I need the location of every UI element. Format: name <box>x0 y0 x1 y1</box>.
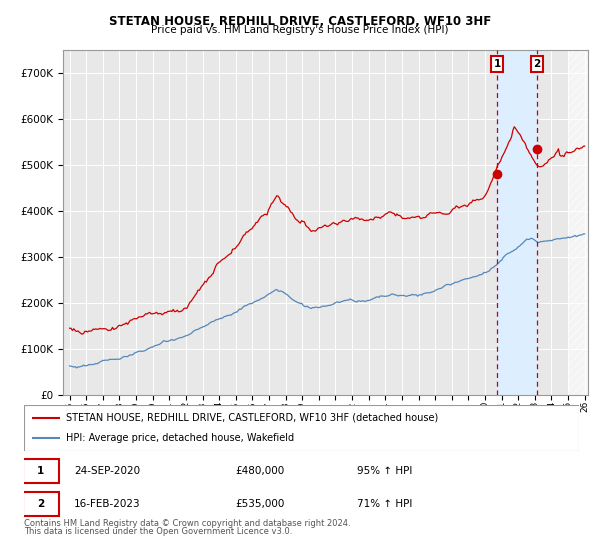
FancyBboxPatch shape <box>24 405 579 451</box>
Text: 71% ↑ HPI: 71% ↑ HPI <box>357 499 412 509</box>
FancyBboxPatch shape <box>23 459 59 483</box>
Text: 2: 2 <box>533 59 541 69</box>
Text: Contains HM Land Registry data © Crown copyright and database right 2024.: Contains HM Land Registry data © Crown c… <box>24 520 350 529</box>
Bar <box>569 50 593 395</box>
Text: STETAN HOUSE, REDHILL DRIVE, CASTLEFORD, WF10 3HF: STETAN HOUSE, REDHILL DRIVE, CASTLEFORD,… <box>109 15 491 27</box>
Text: 16-FEB-2023: 16-FEB-2023 <box>74 499 140 509</box>
Text: 1: 1 <box>493 59 501 69</box>
Text: 2: 2 <box>37 499 44 509</box>
Text: Price paid vs. HM Land Registry's House Price Index (HPI): Price paid vs. HM Land Registry's House … <box>151 25 449 35</box>
FancyBboxPatch shape <box>23 492 59 516</box>
Text: £535,000: £535,000 <box>235 499 284 509</box>
Text: HPI: Average price, detached house, Wakefield: HPI: Average price, detached house, Wake… <box>65 433 294 444</box>
Text: 1: 1 <box>37 466 44 476</box>
Text: 24-SEP-2020: 24-SEP-2020 <box>74 466 140 476</box>
Text: £480,000: £480,000 <box>235 466 284 476</box>
Text: STETAN HOUSE, REDHILL DRIVE, CASTLEFORD, WF10 3HF (detached house): STETAN HOUSE, REDHILL DRIVE, CASTLEFORD,… <box>65 413 438 423</box>
Bar <box>497 50 537 395</box>
Text: 95% ↑ HPI: 95% ↑ HPI <box>357 466 412 476</box>
Text: This data is licensed under the Open Government Licence v3.0.: This data is licensed under the Open Gov… <box>24 528 292 536</box>
